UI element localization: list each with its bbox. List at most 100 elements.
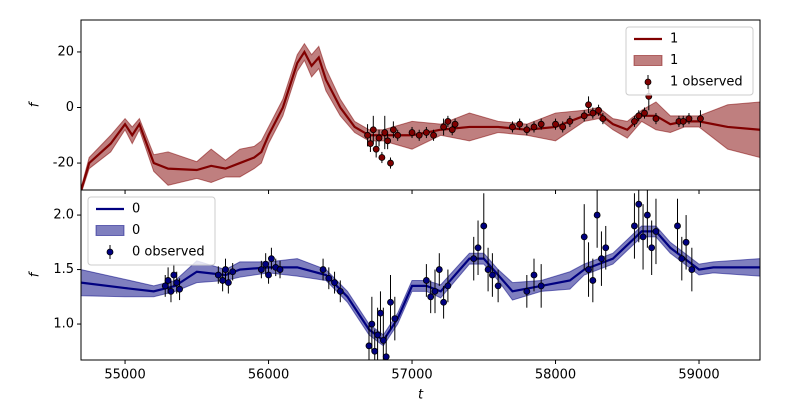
y-tick-label: -20 <box>53 156 74 171</box>
y-tick-label: 20 <box>57 44 74 59</box>
observed-point <box>585 101 592 109</box>
observed-point <box>451 120 459 128</box>
observed-point <box>176 285 183 293</box>
legend-swatch <box>644 78 652 86</box>
mean-line <box>81 49 760 190</box>
observed-point <box>268 255 275 263</box>
observed-point <box>427 293 435 301</box>
observed-point <box>365 342 373 350</box>
observed-point <box>377 309 384 317</box>
observed-point <box>480 222 488 230</box>
legend-label: 0 <box>132 223 140 238</box>
observed-point <box>674 222 681 230</box>
y-axis-label: f <box>28 100 43 107</box>
legend-swatch <box>106 248 114 256</box>
observed-point <box>389 126 397 134</box>
legend-box <box>625 26 754 96</box>
observed-point <box>431 287 439 295</box>
observed-point <box>580 233 588 241</box>
observed-point <box>635 112 643 120</box>
observed-point <box>214 271 222 279</box>
observed-point <box>595 106 602 114</box>
observed-point <box>552 120 559 128</box>
observed-point <box>369 126 377 134</box>
observed-point <box>331 279 338 287</box>
observed-point <box>375 134 383 142</box>
observed-point <box>530 123 538 131</box>
observed-point <box>639 233 647 241</box>
observed-point <box>384 137 392 145</box>
x-tick-label: 57000 <box>391 368 432 383</box>
observed-point <box>631 117 638 125</box>
observed-point <box>685 115 693 123</box>
x-axis-label: t <box>418 388 424 400</box>
observed-point <box>643 211 651 219</box>
axes-frame <box>80 189 761 361</box>
observed-point <box>566 117 574 125</box>
observed-point <box>589 109 597 117</box>
observed-point <box>440 298 448 306</box>
observed-point <box>435 266 443 273</box>
observed-point <box>537 120 545 128</box>
observed-point <box>580 112 588 120</box>
observed-point <box>367 140 374 148</box>
y-tick-label: 1.5 <box>53 262 74 277</box>
observed-point <box>422 277 430 284</box>
observed-point <box>229 268 237 276</box>
y-tick-label: 1.0 <box>53 317 74 332</box>
observed-point <box>593 211 601 219</box>
observed-point <box>336 287 344 295</box>
x-tick-label: 59000 <box>678 368 719 383</box>
observed-point <box>387 159 394 167</box>
observed-point <box>372 145 380 153</box>
legend-swatch <box>633 55 663 66</box>
observed-point <box>470 255 478 263</box>
legend-label: 0 observed <box>132 245 205 260</box>
observed-point <box>364 131 371 139</box>
observed-point <box>516 120 524 128</box>
observed-point <box>494 282 502 290</box>
observed-point <box>585 266 592 273</box>
observed-point <box>379 336 387 344</box>
observed-point <box>688 266 696 273</box>
observed-point <box>648 244 656 252</box>
observed-point <box>559 123 567 131</box>
observed-point <box>164 277 172 284</box>
observed-point <box>265 271 272 279</box>
observed-point <box>444 117 452 125</box>
observed-point <box>440 123 448 131</box>
observed-point <box>381 129 389 136</box>
observed-point <box>391 315 399 322</box>
observed-point <box>368 320 376 328</box>
observed-point <box>652 115 660 123</box>
observed-point <box>530 271 538 279</box>
observed-point <box>382 353 390 360</box>
observed-point <box>276 266 284 273</box>
x-tick-label: 58000 <box>535 368 576 383</box>
observed-point <box>222 266 229 273</box>
y-tick-label: 0 <box>66 100 74 115</box>
observed-point <box>167 287 175 295</box>
x-tick-label: 55000 <box>104 368 145 383</box>
observed-point <box>448 126 456 134</box>
observed-point <box>537 282 545 290</box>
observed-point <box>598 255 605 263</box>
legend-box <box>87 196 216 266</box>
legend-label: 1 <box>670 53 678 68</box>
observed-point <box>679 117 687 125</box>
observed-point <box>422 129 430 136</box>
plot-area <box>81 190 760 360</box>
x-tick-label: 56000 <box>248 368 289 383</box>
observed-point <box>602 244 610 252</box>
observed-point <box>430 131 437 139</box>
observed-point <box>599 115 607 123</box>
observed-point <box>631 222 638 230</box>
legend-label: 1 <box>670 32 678 47</box>
y-axis-label: f <box>28 270 43 277</box>
observed-point <box>319 266 327 273</box>
observed-point <box>257 266 265 273</box>
observed-point <box>697 115 704 123</box>
observed-point <box>488 271 496 279</box>
confidence-band <box>81 42 760 190</box>
